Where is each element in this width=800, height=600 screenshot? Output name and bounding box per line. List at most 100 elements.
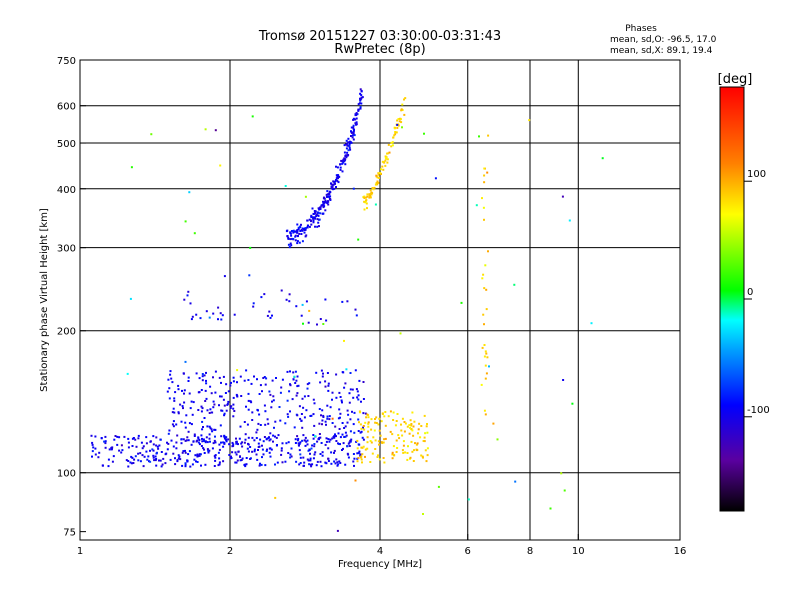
data-point [284, 422, 287, 425]
data-point [343, 159, 345, 162]
data-point [357, 238, 360, 241]
data-point [377, 181, 380, 184]
data-point [383, 415, 386, 418]
data-point [563, 489, 566, 492]
data-point [127, 446, 130, 449]
data-point [307, 321, 310, 324]
data-point [312, 217, 315, 220]
data-point [191, 315, 194, 318]
data-point [186, 459, 189, 462]
data-point [319, 212, 322, 215]
data-point [255, 437, 258, 439]
data-point [337, 463, 340, 466]
data-point [324, 201, 327, 204]
data-point [230, 381, 232, 384]
data-point [299, 441, 302, 444]
data-point [483, 218, 485, 221]
data-point [354, 308, 357, 311]
colorbar-ticks: 100 0 -100 [744, 169, 770, 418]
data-point [306, 387, 309, 390]
data-point [169, 370, 172, 373]
data-point [306, 219, 309, 222]
data-point [297, 444, 300, 447]
data-point [110, 448, 113, 451]
data-point [178, 455, 181, 458]
data-point [310, 216, 313, 219]
data-point [316, 440, 319, 443]
data-point [335, 435, 337, 438]
data-point [372, 188, 375, 191]
data-point [219, 424, 222, 427]
data-point [257, 422, 260, 425]
data-point [187, 290, 190, 293]
data-point [496, 438, 499, 441]
data-point [360, 97, 363, 100]
data-point [133, 458, 136, 461]
data-point [367, 421, 370, 424]
data-point [205, 310, 208, 313]
data-point [335, 186, 337, 188]
data-point [91, 441, 94, 444]
data-point [201, 420, 204, 423]
data-point [324, 443, 327, 446]
data-point [355, 440, 358, 443]
data-point [223, 442, 226, 445]
data-point [373, 429, 376, 432]
data-point [139, 452, 142, 455]
data-point [288, 246, 291, 249]
data-point [357, 394, 360, 397]
data-point [341, 449, 343, 451]
data-point [383, 438, 386, 441]
data-point [416, 442, 419, 445]
data-point [208, 437, 211, 440]
data-point [279, 419, 282, 422]
data-point [360, 400, 362, 403]
data-point [170, 439, 173, 442]
data-point [298, 405, 301, 408]
data-point [224, 392, 227, 394]
data-point [222, 375, 225, 378]
data-point [184, 462, 187, 465]
data-point [339, 163, 342, 166]
data-point [346, 421, 349, 424]
data-point [201, 375, 204, 378]
data-point [306, 383, 309, 386]
data-point [351, 388, 354, 391]
data-point [259, 384, 262, 387]
data-point [348, 445, 351, 447]
data-point [343, 427, 346, 429]
data-point [200, 464, 202, 467]
data-point [345, 434, 348, 437]
data-point [412, 460, 415, 462]
data-point [355, 121, 358, 124]
data-point [377, 172, 380, 175]
data-point [269, 393, 272, 396]
data-point [217, 451, 220, 454]
data-point [367, 422, 370, 425]
data-point [137, 452, 140, 455]
data-point [296, 439, 299, 442]
data-point [209, 427, 212, 430]
data-point [257, 409, 259, 412]
data-point [335, 458, 338, 461]
data-point [411, 450, 414, 453]
data-point [484, 264, 487, 267]
data-point [359, 411, 362, 414]
data-point [257, 442, 260, 445]
data-point [210, 428, 213, 431]
data-point [401, 449, 404, 452]
data-point [347, 149, 350, 152]
data-point [487, 134, 490, 137]
data-point [296, 231, 299, 234]
data-point [338, 175, 341, 178]
data-point [172, 407, 175, 410]
data-point [239, 459, 242, 462]
data-point [561, 195, 564, 198]
data-point [335, 373, 338, 376]
data-point [301, 439, 304, 442]
data-point [309, 457, 312, 460]
data-point [313, 453, 316, 456]
data-point [285, 298, 288, 301]
data-point [158, 459, 160, 462]
data-point [220, 435, 223, 438]
